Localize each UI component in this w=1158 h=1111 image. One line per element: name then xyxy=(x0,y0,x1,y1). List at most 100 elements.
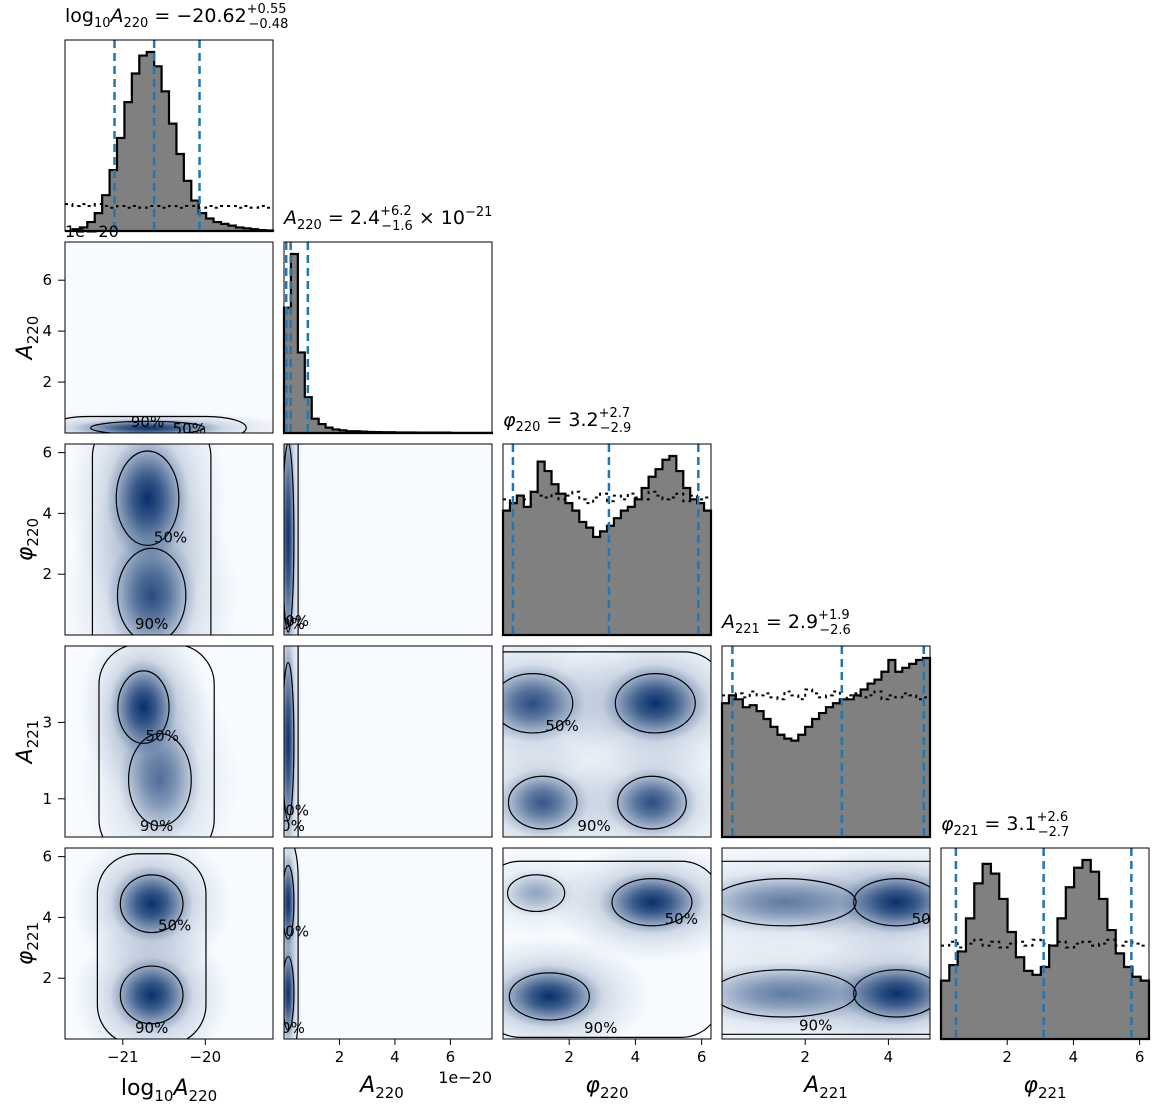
density-A220-vs-A221: 50%90% xyxy=(271,645,493,838)
contour-label-50: 50% xyxy=(665,910,698,928)
panel-frame xyxy=(64,39,274,232)
x-tick-label: 2 xyxy=(335,1048,345,1066)
panel-frame xyxy=(721,645,931,838)
contour-50 xyxy=(116,547,187,635)
contour-50 xyxy=(614,673,696,734)
density-A221-vs-phi221: 50%90% xyxy=(721,847,931,1040)
posterior-histogram xyxy=(282,252,494,435)
y-tick-label: 2 xyxy=(42,969,52,987)
contour-90 xyxy=(297,444,299,635)
x-tick-label: 4 xyxy=(1069,1048,1079,1066)
panel-frame xyxy=(64,645,274,838)
x-tick-label: 4 xyxy=(884,1048,894,1066)
y-axis-A221: 13 xyxy=(42,713,65,808)
contour-label-90: 90% xyxy=(140,817,173,835)
contour-label-50: 50% xyxy=(276,612,309,630)
y-tick-label: 4 xyxy=(42,504,52,522)
contour-90 xyxy=(297,646,299,837)
density-A220-vs-phi221: 50%90% xyxy=(271,847,493,1040)
y-axis-phi220: 2 4 6 xyxy=(42,444,65,583)
x-tick-label: 6 xyxy=(697,1048,707,1066)
prior-histogram xyxy=(722,688,930,701)
contour-label-90: 90% xyxy=(577,817,610,835)
y-axis-A220: 2 4 6 xyxy=(42,271,65,391)
y-axis-label-phi220: φ220 xyxy=(13,518,42,561)
contour-50 xyxy=(617,775,687,830)
contour-90 xyxy=(96,853,207,1039)
density-core xyxy=(606,767,698,837)
contour-label-90: 90% xyxy=(271,1019,304,1037)
posterior-histogram xyxy=(65,50,275,233)
panel-frame xyxy=(64,443,274,636)
contour-90 xyxy=(91,444,212,635)
contour-90 xyxy=(503,860,711,1038)
contour-90 xyxy=(293,848,299,1039)
contour-label-50: 50% xyxy=(276,801,309,819)
panel-frame xyxy=(283,443,493,636)
histogram-log10A220 xyxy=(64,39,275,233)
x-tick-label: 2 xyxy=(800,1048,810,1066)
contour-90 xyxy=(98,646,215,837)
panel-frame xyxy=(502,645,712,838)
panel-frame xyxy=(283,241,493,434)
title-log10A220: log10A220 = −20.62+0.55 −0.48 xyxy=(65,2,288,32)
density-log10A220-vs-phi221: 50%90% xyxy=(64,847,274,1040)
contour-50 xyxy=(506,874,566,913)
density-A220-vs-phi220: 50%90% xyxy=(271,443,493,636)
x-axis-label-A221: A221 xyxy=(802,1073,848,1102)
contour-90 xyxy=(503,651,711,663)
density-log10A220-vs-A220: 50% 90% xyxy=(64,241,274,434)
x-tick-label: 4 xyxy=(390,1048,400,1066)
x-axis-phi221: 2 4 6 xyxy=(1002,1039,1144,1066)
contour-90 xyxy=(65,415,247,433)
y-tick-label: 1 xyxy=(42,790,52,808)
panels-layer: 50%90%50%90%50%90%50%90%50%90%50%90%50%9… xyxy=(13,2,1151,1105)
x-axis-label-log10A220: log10A220 xyxy=(121,1076,217,1105)
y-axis-phi221: 2 4 6 xyxy=(42,848,65,987)
x-axis-log10A220: −21 −20 xyxy=(107,1039,221,1066)
density-core xyxy=(598,870,706,934)
title-A220: A220 = 2.4+6.2 −1.6 × 10−21 xyxy=(282,204,492,234)
contour-label-90: 90% xyxy=(271,615,304,633)
y-tick-label: 4 xyxy=(42,322,52,340)
density-log10A220-vs-A221: 50%90% xyxy=(64,645,274,838)
panel-frame xyxy=(721,847,931,1040)
x-axis-phi220: 2 4 6 xyxy=(564,1039,706,1066)
contour-label-90: 90% xyxy=(135,615,168,633)
density-core xyxy=(503,767,589,837)
prior-histogram xyxy=(941,938,1149,949)
y-tick-label: 6 xyxy=(42,444,52,462)
density-core xyxy=(503,868,575,918)
title-phi221: φ221 = 3.1+2.6 −2.7 xyxy=(941,810,1069,840)
y-axis-label-phi221: φ221 xyxy=(13,922,42,965)
contour-50 xyxy=(127,732,192,827)
panel-frame xyxy=(283,645,493,838)
contour-label-90: 90% xyxy=(271,817,304,835)
panel-frame xyxy=(502,847,712,1040)
density-background xyxy=(65,242,273,433)
contour-50 xyxy=(284,661,295,822)
contour-50 xyxy=(611,878,693,927)
y-tick-label: 4 xyxy=(42,908,52,926)
x-tick-label: 4 xyxy=(631,1048,641,1066)
contour-50 xyxy=(284,956,295,1031)
x-tick-label: 6 xyxy=(446,1048,456,1066)
panel-frame xyxy=(283,847,493,1040)
histogram-phi221 xyxy=(939,847,1151,1041)
density-core xyxy=(722,961,881,1025)
panel-frame xyxy=(64,847,274,1040)
density-core xyxy=(722,870,881,934)
contour-50 xyxy=(722,969,857,1018)
y-axis-label-A220: A220 xyxy=(13,316,42,362)
y-axis-label-A221: A221 xyxy=(13,720,42,766)
x-tick-label: 2 xyxy=(1002,1048,1012,1066)
y-tick-label: 6 xyxy=(42,848,52,866)
posterior-histogram xyxy=(501,454,713,637)
contour-50 xyxy=(508,972,590,1021)
histogram-phi220 xyxy=(501,443,713,637)
x-axis-label-phi221: φ221 xyxy=(1023,1073,1066,1102)
density-phi220-vs-phi221: 50% 90% xyxy=(502,847,712,1040)
panel-frame xyxy=(940,847,1150,1040)
